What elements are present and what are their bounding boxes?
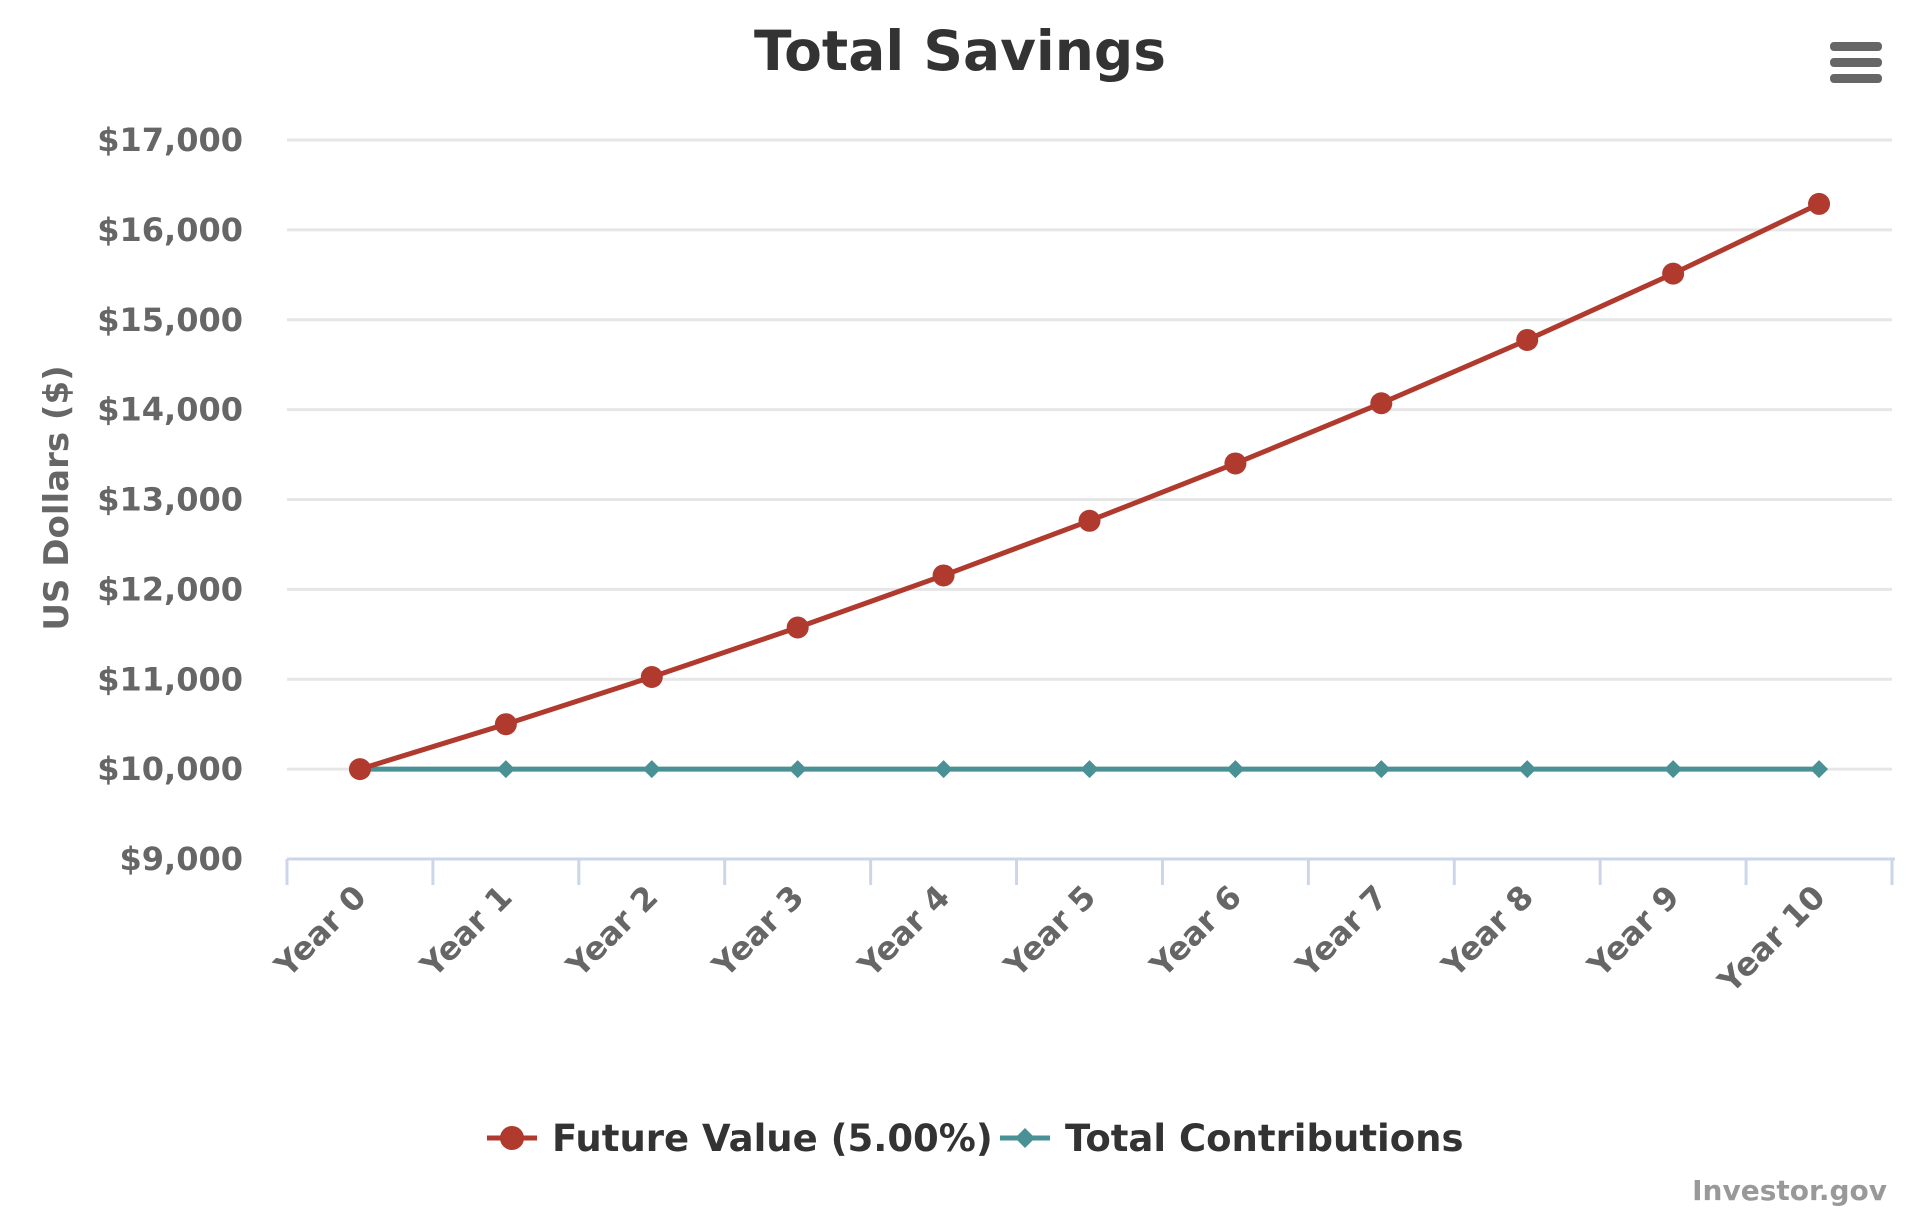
x-tick-label: Year 7 [1288, 878, 1395, 985]
menu-button[interactable] [1825, 30, 1885, 90]
data-point[interactable] [640, 666, 663, 689]
y-axis-ticks: $9,000 $10,000 $11,000 $12,000 $13,000 $14,00… [97, 121, 243, 878]
x-tick-label: Year 5 [996, 878, 1103, 985]
y-tick-label: $14,000 [97, 391, 243, 429]
x-axis [285, 857, 1895, 885]
y-tick-label: $15,000 [97, 301, 243, 339]
x-axis-ticks: Year 0 Year 1 Year 2 Year 3 Year 4 Year 5 Year… [266, 878, 1832, 1001]
x-tick-label: Year 8 [1434, 878, 1541, 985]
legend-label: Total Contributions [1065, 1117, 1463, 1160]
data-point[interactable] [1370, 392, 1393, 415]
data-point[interactable] [642, 760, 661, 779]
y-tick-label: $13,000 [97, 481, 243, 519]
data-point[interactable] [1226, 760, 1245, 779]
chart-title: Total Savings [754, 19, 1166, 83]
series-future-value [348, 192, 1831, 781]
y-axis-title: US Dollars ($) [37, 365, 77, 630]
data-point[interactable] [1518, 760, 1537, 779]
series-total-contributions [350, 760, 1829, 779]
x-tick-label: Year 6 [1142, 878, 1249, 985]
data-point[interactable] [1078, 509, 1101, 532]
data-point[interactable] [1662, 262, 1685, 285]
data-point[interactable] [348, 758, 371, 781]
series-line [357, 201, 1822, 772]
data-point[interactable] [788, 760, 807, 779]
menu-bar-bottom [1830, 74, 1882, 83]
x-tick-label: Year 9 [1580, 878, 1687, 985]
credit-link[interactable]: Investor.gov [1692, 1174, 1887, 1207]
menu-bar-top [1830, 42, 1882, 51]
legend-item[interactable]: Future Value (5.00%) [487, 1117, 993, 1160]
data-point[interactable] [1808, 192, 1831, 215]
plot-series [348, 192, 1831, 781]
data-point[interactable] [1516, 328, 1539, 351]
y-tick-label: $16,000 [97, 211, 243, 249]
hamburger-menu-icon [1830, 42, 1882, 83]
x-tick-label: Year 2 [558, 878, 665, 985]
data-point[interactable] [1810, 760, 1829, 779]
x-tick-label: Year 1 [412, 878, 519, 985]
data-point[interactable] [1080, 760, 1099, 779]
gridlines [287, 138, 1892, 771]
menu-bar-middle [1830, 58, 1882, 67]
data-point[interactable] [1372, 760, 1391, 779]
data-point[interactable] [1224, 452, 1247, 475]
data-point[interactable] [786, 616, 809, 639]
data-point[interactable] [1664, 760, 1683, 779]
y-tick-label: $17,000 [97, 121, 243, 159]
legend: Future Value (5.00%) Total Contributions [487, 1117, 1463, 1160]
x-tick-label: Year 4 [850, 878, 957, 985]
y-tick-label: $11,000 [97, 660, 243, 698]
data-point[interactable] [934, 760, 953, 779]
y-tick-label: $9,000 [120, 840, 243, 878]
legend-label: Future Value (5.00%) [552, 1117, 993, 1160]
legend-item[interactable]: Total Contributions [1000, 1117, 1463, 1160]
y-tick-label: $10,000 [97, 750, 243, 788]
data-point[interactable] [932, 564, 955, 587]
legend-marker [500, 1126, 524, 1150]
x-tick-label: Year 0 [266, 878, 373, 985]
legend-marker [1015, 1128, 1035, 1148]
data-point[interactable] [496, 760, 515, 779]
x-tick-label: Year 10 [1710, 878, 1833, 1001]
y-tick-label: $12,000 [97, 570, 243, 608]
data-point[interactable] [494, 713, 517, 736]
x-tick-label: Year 3 [704, 878, 811, 985]
